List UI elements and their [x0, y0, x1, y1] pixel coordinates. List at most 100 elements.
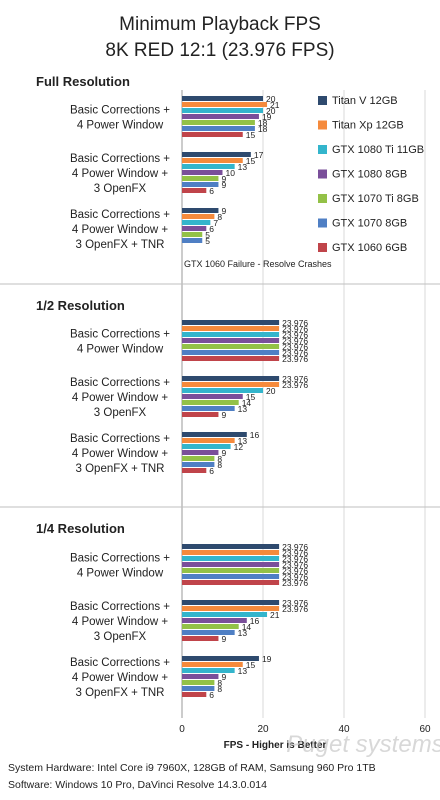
chart-subtitle: 8K RED 12:1 (23.976 FPS)	[105, 40, 334, 61]
data-label: 13	[238, 666, 248, 676]
data-label: 9	[221, 634, 226, 644]
bar	[182, 686, 215, 691]
data-label: 9	[221, 448, 226, 458]
legend-label: GTX 1070 Ti 8GB	[332, 193, 419, 205]
bar	[182, 382, 280, 387]
data-label: 23.976	[282, 354, 308, 364]
data-label: 21	[270, 100, 280, 110]
data-label: 23.976	[282, 342, 308, 352]
bar	[182, 656, 259, 661]
chart-title: Minimum Playback FPS	[119, 14, 321, 35]
data-label: 23.976	[282, 330, 308, 340]
data-label: 9	[221, 174, 226, 184]
x-tick-label: 60	[419, 724, 431, 735]
x-tick-label: 40	[338, 724, 350, 735]
data-label: 23.976	[282, 566, 308, 576]
bar	[182, 376, 280, 381]
data-label: 8	[217, 460, 222, 470]
bar	[182, 226, 207, 231]
data-label: 15	[246, 660, 256, 670]
bar	[182, 326, 280, 331]
bar	[182, 170, 223, 175]
bar	[182, 188, 207, 193]
legend-label: GTX 1070 8GB	[332, 218, 407, 230]
data-label: 9	[221, 410, 226, 420]
bar	[182, 692, 207, 697]
bar	[182, 432, 247, 437]
category-label: Basic Corrections +	[70, 105, 170, 117]
category-label: Basic Corrections +	[70, 553, 170, 565]
data-label: 13	[238, 404, 248, 414]
legend-swatch	[318, 120, 327, 130]
legend-swatch	[318, 243, 327, 252]
bar	[182, 388, 263, 393]
bar	[182, 182, 219, 187]
data-label: 23.976	[282, 336, 308, 346]
data-label: 8	[217, 212, 222, 222]
category-label: 3 OpenFX + TNR	[76, 239, 165, 251]
bar	[182, 158, 243, 163]
bar	[182, 208, 219, 213]
category-label: Basic Corrections +	[70, 657, 170, 669]
bar	[182, 400, 239, 405]
legend-label: GTX 1080 Ti 11GB	[332, 144, 424, 156]
category-label: Basic Corrections +	[70, 329, 170, 341]
x-tick-label: 20	[257, 724, 269, 735]
data-label: 23.976	[282, 560, 308, 570]
bar	[182, 356, 280, 361]
bar	[182, 320, 280, 325]
data-label: 16	[250, 616, 260, 626]
bar	[182, 600, 280, 605]
chart-legend: Titan V 12GB Titan Xp 12GB GTX 1080 Ti 11G…	[318, 95, 424, 254]
panel-title: 1/2 Resolution	[36, 298, 125, 313]
data-label: 21	[270, 610, 280, 620]
category-label: 4 Power Window +	[72, 168, 168, 180]
bar	[182, 412, 219, 417]
data-label: 23.976	[282, 572, 308, 582]
data-label: 17	[254, 150, 264, 160]
category-label: 4 Power Window +	[72, 448, 168, 460]
bar	[182, 580, 280, 585]
legend-swatch	[318, 194, 327, 203]
bar	[182, 668, 235, 673]
bar	[182, 624, 239, 629]
data-label: 13	[238, 628, 248, 638]
category-label: 4 Power Window +	[72, 224, 168, 236]
bar	[182, 332, 280, 337]
category-label: 3 OpenFX + TNR	[76, 463, 165, 475]
bar	[182, 662, 243, 667]
bar	[182, 456, 215, 461]
data-label: 23.976	[282, 548, 308, 558]
bar	[182, 220, 211, 225]
bar	[182, 114, 259, 119]
data-label: 23.976	[282, 318, 308, 328]
bar	[182, 152, 251, 157]
data-label: 9	[221, 672, 226, 682]
bar	[182, 568, 280, 573]
legend-label: Titan V 12GB	[332, 95, 398, 107]
bar	[182, 120, 255, 125]
data-label: 23.976	[282, 380, 308, 390]
data-label: 15	[246, 156, 256, 166]
x-axis: 0 20 40 60	[179, 724, 431, 735]
bar	[182, 618, 247, 623]
category-label: 3 OpenFX + TNR	[76, 687, 165, 699]
data-label: 19	[262, 112, 272, 122]
bar	[182, 350, 280, 355]
bar	[182, 630, 235, 635]
bar	[182, 132, 243, 137]
data-label: 23.976	[282, 324, 308, 334]
bar	[182, 394, 243, 399]
bar	[182, 344, 280, 349]
bar	[182, 612, 268, 617]
bar	[182, 606, 280, 611]
category-label: Basic Corrections +	[70, 433, 170, 445]
legend-label: Titan Xp 12GB	[332, 120, 404, 132]
bar	[182, 462, 215, 467]
data-label: 6	[209, 224, 214, 234]
data-label: 23.976	[282, 598, 308, 608]
chart-panels: Full Resolution GTX 1060 Failure - Resolv…	[0, 74, 440, 700]
data-label: 23.976	[282, 542, 308, 552]
data-label: 14	[242, 622, 252, 632]
